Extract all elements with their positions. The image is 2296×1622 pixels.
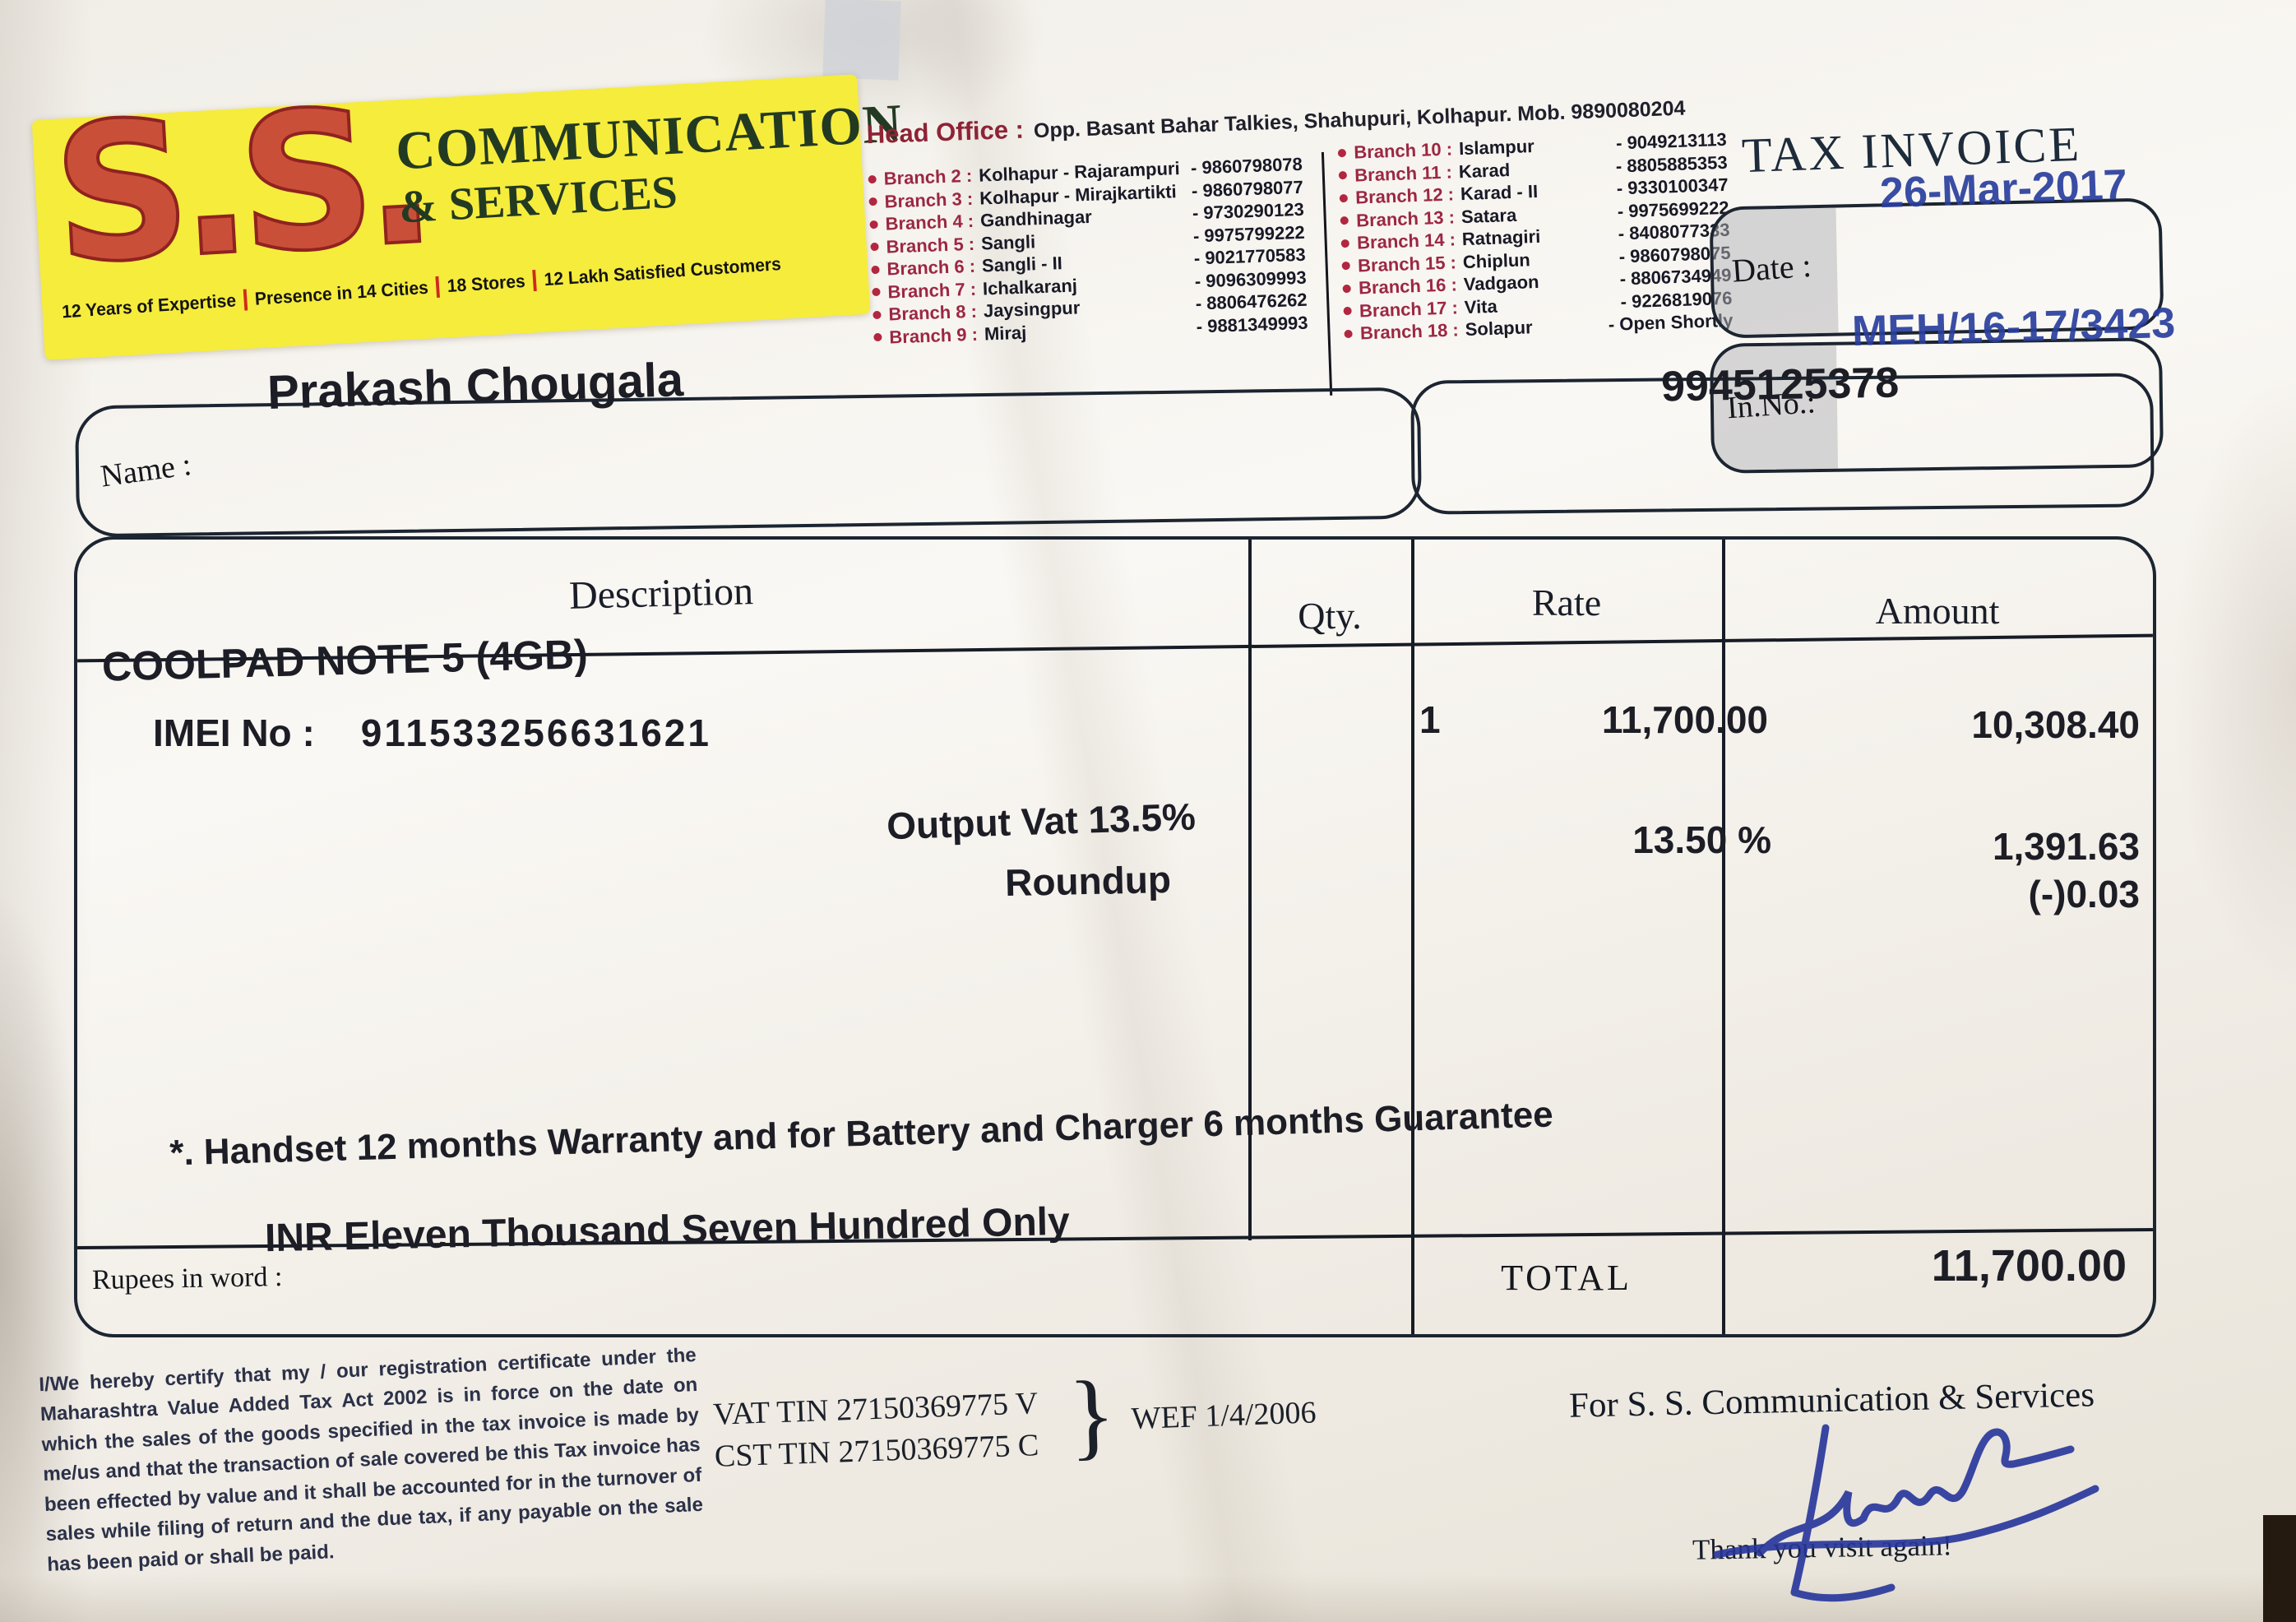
roundup-row-label: Roundup — [1004, 857, 1172, 905]
branch-list-left: Branch 2 : Kolhapur - Rajarampuri - 986079… — [868, 152, 1326, 362]
bullet-icon — [1344, 329, 1354, 338]
certification-text: I/We hereby certify that my / our regist… — [38, 1343, 704, 1576]
customer-name-label: Name : — [98, 447, 194, 494]
table-divider-rate-amount — [1722, 540, 1725, 1334]
warranty-note: *. Handset 12 months Warranty and for Ba… — [169, 1094, 1554, 1174]
invoice-number-stamp: MEH/16-17/3423 — [1851, 299, 2176, 356]
branch-label: Branch 6 : — [886, 255, 976, 280]
date-label: Date : — [1730, 246, 1813, 290]
branch-label: Branch 18 : — [1359, 319, 1460, 344]
brace-glyph: } — [1067, 1360, 1118, 1470]
branch-label: Branch 17 : — [1359, 296, 1459, 322]
item-qty-value: 1 — [1419, 698, 1441, 741]
brand-panel: S.S. COMMUNICATION & SERVICES 12 Years o… — [31, 65, 904, 360]
total-value: 11,700.00 — [1931, 1241, 2127, 1291]
column-header-rate: Rate — [1531, 582, 1602, 623]
table-divider-description-qty — [1248, 540, 1252, 1240]
bullet-icon — [1342, 284, 1352, 293]
imei-value: 911533256631621 — [360, 711, 711, 754]
rupees-in-word-label: Rupees in word : — [91, 1261, 283, 1296]
head-office-label: Head Office : — [866, 114, 1025, 150]
branch-label: Branch 3 : — [884, 188, 974, 212]
bullet-icon — [873, 333, 882, 342]
bullet-icon — [1340, 216, 1349, 225]
branch-label: Branch 13 : — [1355, 206, 1456, 231]
date-stamp: 26-Mar-2017 — [1879, 160, 2128, 218]
item-imei-row: IMEI No : 911533256631621 — [153, 711, 711, 755]
amount-in-words: INR Eleven Thousand Seven Hundred Only — [264, 1199, 1071, 1261]
branch-label: Branch 12 : — [1354, 183, 1455, 208]
column-header-qty: Qty. — [1298, 595, 1362, 637]
total-label: TOTAL — [1501, 1258, 1632, 1298]
column-header-amount: Amount — [1875, 590, 2000, 632]
bullet-icon — [1341, 262, 1351, 271]
bullet-icon — [870, 243, 879, 252]
branch-label: Branch 14 : — [1356, 229, 1456, 253]
vat-row-label: Output Vat 13.5% — [886, 795, 1197, 848]
bullet-icon — [868, 174, 877, 184]
branch-label: Branch 8 : — [888, 300, 978, 325]
bullet-icon — [872, 288, 881, 297]
customer-phone: 9945125378 — [1660, 359, 1900, 411]
head-office-block: Head Office : Opp. Basant Bahar Talkies,… — [866, 90, 1734, 396]
branch-list-right: Branch 10 : Islampur - 9049213113 Branch 1… — [1320, 128, 1734, 346]
edge-mark — [2263, 1515, 2296, 1622]
bullet-icon — [869, 220, 878, 229]
bullet-icon — [1338, 148, 1347, 158]
tagline-item: 18 Stores — [435, 270, 535, 299]
signature-kamble — [1713, 1424, 2099, 1602]
bullet-icon — [1340, 193, 1349, 203]
branch-label: Branch 10 : — [1353, 138, 1453, 163]
column-header-description: Description — [568, 569, 754, 618]
tin-block: VAT TIN 27150369775 V CST TIN 2715036977… — [712, 1360, 1317, 1478]
bullet-icon — [1340, 239, 1350, 248]
vat-rate-value: 13.50 % — [1632, 818, 1771, 861]
table-divider-qty-rate — [1411, 540, 1414, 1334]
branch-label: Branch 4 : — [885, 210, 974, 234]
tape-mark — [822, 0, 901, 81]
tagline-item: 12 Lakh Satisfied Customers — [532, 253, 790, 292]
branch-label: Branch 2 : — [883, 165, 973, 189]
items-table: Description Qty. Rate Amount COOLPAD NOT… — [74, 536, 2156, 1337]
branch-label: Branch 7 : — [887, 278, 977, 303]
bullet-icon — [868, 197, 877, 206]
vat-amount-value: 1,391.63 — [1992, 825, 2140, 868]
bullet-icon — [873, 310, 882, 319]
item-rate-value: 11,700.00 — [1601, 698, 1768, 741]
brand-name: COMMUNICATION & SERVICES — [394, 93, 907, 234]
bullet-icon — [1343, 307, 1353, 316]
roundup-amount-value: (-)0.03 — [2028, 873, 2140, 915]
bullet-icon — [1339, 171, 1348, 180]
imei-label: IMEI No : — [153, 711, 315, 754]
branch-label: Branch 15 : — [1357, 251, 1457, 276]
branch-phone: - 9881349993 — [1196, 312, 1308, 336]
item-amount-value: 10,308.40 — [1971, 703, 2140, 746]
brand-logo: S.S. — [46, 65, 431, 308]
item-description: COOLPAD NOTE 5 (4GB) — [101, 631, 589, 690]
branch-label: Branch 16 : — [1358, 274, 1458, 299]
wef-note: WEF 1/4/2006 — [1130, 1395, 1317, 1437]
branch-label: Branch 11 : — [1354, 161, 1453, 186]
bullet-icon — [871, 265, 880, 274]
branch-label: Branch 9 : — [888, 323, 979, 347]
branch-label: Branch 5 : — [886, 233, 975, 257]
